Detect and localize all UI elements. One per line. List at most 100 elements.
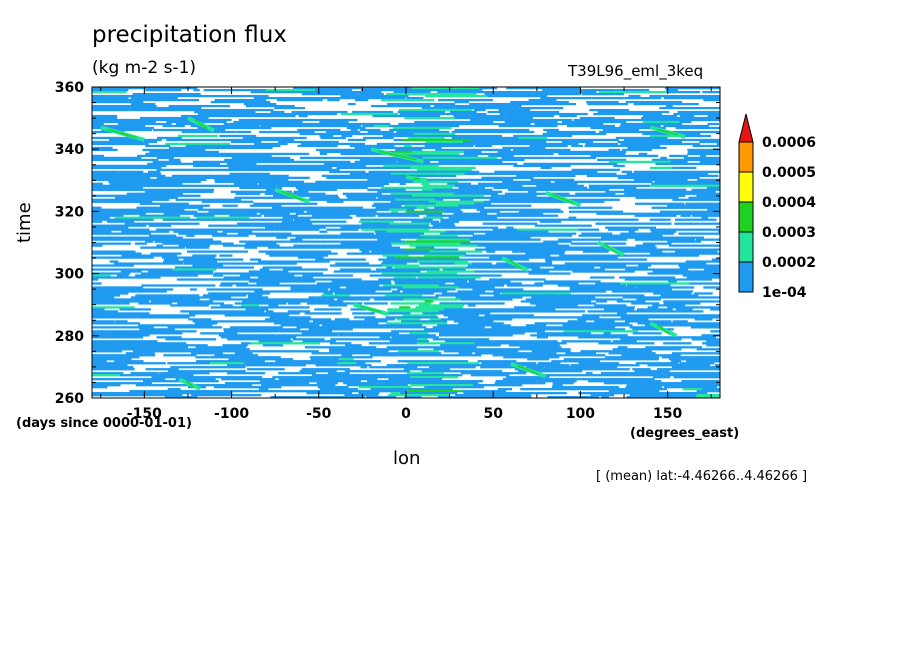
- field-cell: [446, 230, 494, 233]
- field-cell: [652, 304, 686, 307]
- field-cell: [502, 340, 558, 343]
- y-tick-label: 340: [55, 142, 84, 158]
- field-cell: [700, 222, 720, 225]
- field-cell: [248, 280, 316, 283]
- field-cell: [586, 174, 663, 178]
- field-cell: [650, 298, 661, 301]
- field-cell: [452, 308, 487, 311]
- field-cell: [569, 334, 628, 337]
- field-cell: [92, 288, 116, 291]
- field-cell: [147, 162, 220, 166]
- field-cell: [354, 160, 397, 164]
- field-cell: [139, 214, 181, 217]
- field-cell: [340, 226, 390, 229]
- field-cell: [363, 270, 381, 273]
- field-cell: [242, 300, 297, 303]
- field-cell: [374, 298, 404, 301]
- field-cell: [530, 334, 570, 337]
- field-cell: [393, 138, 403, 142]
- field-cell: [203, 88, 266, 92]
- field-cell: [668, 244, 720, 247]
- field-cell: [395, 256, 460, 259]
- field-cell: [140, 246, 185, 249]
- field-cell: [247, 296, 269, 299]
- field-cell: [402, 138, 471, 142]
- field-cell: [370, 354, 414, 357]
- field-cell: [389, 128, 440, 132]
- field-cell: [638, 152, 648, 156]
- field-cell: [403, 252, 429, 255]
- field-cell: [704, 268, 720, 271]
- field-cell: [292, 338, 325, 341]
- field-cell: [410, 166, 476, 170]
- field-cell: [629, 326, 663, 329]
- field-cell: [418, 304, 465, 307]
- field-cell: [529, 144, 568, 148]
- field-cell: [224, 314, 240, 317]
- y-tick-label: 280: [55, 329, 84, 345]
- field-cell: [98, 344, 136, 347]
- field-cell: [420, 268, 430, 271]
- field-cell: [266, 310, 274, 313]
- field-cell: [134, 184, 147, 187]
- field-cell: [437, 396, 490, 399]
- field-cell: [92, 206, 102, 209]
- field-cell: [92, 148, 118, 152]
- field-cell: [246, 104, 295, 108]
- field-cell: [214, 354, 259, 357]
- field-cell: [160, 204, 210, 207]
- field-cell: [386, 322, 448, 325]
- field-cell: [427, 158, 498, 162]
- field-cell: [461, 258, 510, 261]
- field-cell: [355, 344, 362, 347]
- field-cell: [226, 162, 245, 166]
- field-cell: [458, 352, 473, 355]
- field-cell: [703, 286, 720, 289]
- field-cell: [92, 126, 155, 130]
- field-cell: [651, 206, 688, 209]
- field-cell: [165, 142, 231, 146]
- field-cell: [156, 168, 213, 172]
- field-cell: [500, 196, 565, 199]
- field-cell: [552, 382, 574, 385]
- field-cell: [233, 120, 303, 124]
- field-cell: [92, 292, 129, 295]
- field-cell: [432, 258, 462, 261]
- field-cell: [585, 372, 593, 375]
- field-cell: [327, 244, 392, 247]
- field-cell: [383, 194, 412, 197]
- field-cell: [402, 290, 448, 293]
- field-cell: [527, 358, 549, 361]
- field-cell: [637, 322, 684, 325]
- field-cell: [584, 144, 625, 148]
- field-cell: [505, 142, 579, 146]
- field-cell: [691, 188, 720, 191]
- field-cell: [155, 236, 183, 239]
- field-cell: [454, 100, 469, 104]
- field-cell: [299, 382, 310, 385]
- field-cell: [340, 112, 399, 116]
- field-cell: [234, 352, 253, 355]
- field-cell: [92, 94, 161, 98]
- field-cell: [92, 220, 103, 223]
- field-cell: [622, 96, 662, 100]
- field-cell: [200, 184, 230, 187]
- field-cell: [519, 250, 566, 253]
- field-cell: [675, 126, 694, 130]
- field-cell: [514, 306, 585, 309]
- field-cell: [92, 186, 144, 189]
- field-cell: [434, 206, 485, 209]
- field-cell: [250, 204, 282, 207]
- field-cell: [308, 296, 316, 299]
- field-cell: [624, 188, 687, 191]
- field-cell: [469, 102, 507, 106]
- field-cell: [370, 388, 386, 391]
- field-cell: [481, 176, 534, 179]
- field-cell: [208, 292, 270, 295]
- field-cell: [318, 212, 371, 215]
- field-cell: [482, 222, 538, 225]
- field-cell: [683, 142, 700, 146]
- field-cell: [119, 170, 144, 174]
- field-cell: [432, 188, 493, 191]
- field-cell: [582, 88, 650, 92]
